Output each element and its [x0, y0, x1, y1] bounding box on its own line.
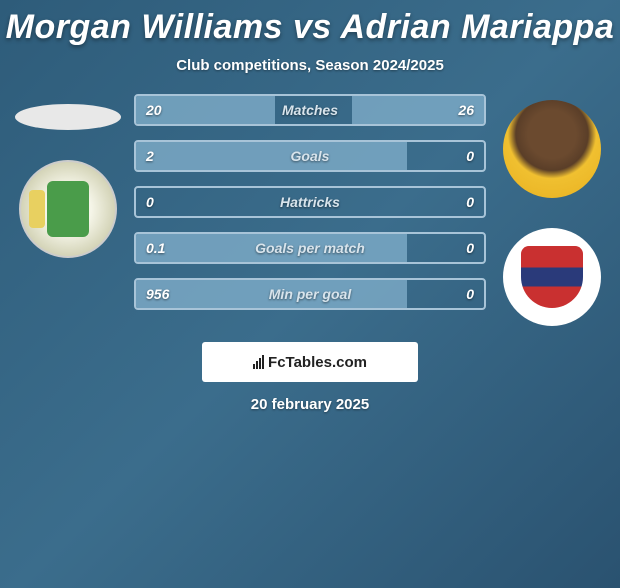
stat-row-min-per-goal: 956 Min per goal 0 — [134, 278, 486, 310]
player1-photo-placeholder — [15, 104, 121, 130]
stat-row-hattricks: 0 Hattricks 0 — [134, 186, 486, 218]
stat-value-right: 0 — [466, 286, 474, 302]
stat-value-right: 0 — [466, 148, 474, 164]
comparison-panel: 20 Matches 26 2 Goals 0 0 Hattricks 0 0.… — [0, 94, 620, 326]
page-title: Morgan Williams vs Adrian Mariappa — [0, 8, 620, 47]
left-player-column — [8, 94, 128, 258]
stat-value-right: 26 — [458, 102, 474, 118]
logo-text: FcTables.com — [268, 354, 367, 371]
stat-row-goals-per-match: 0.1 Goals per match 0 — [134, 232, 486, 264]
stat-label: Goals per match — [136, 240, 484, 256]
subtitle: Club competitions, Season 2024/2025 — [0, 57, 620, 74]
stat-value-right: 0 — [466, 194, 474, 210]
stat-label: Goals — [136, 148, 484, 164]
date-label: 20 february 2025 — [0, 396, 620, 413]
right-player-column — [492, 94, 612, 326]
stat-label: Matches — [136, 102, 484, 118]
stat-label: Min per goal — [136, 286, 484, 302]
player2-club-crest — [503, 228, 601, 326]
bar-chart-icon — [253, 355, 264, 369]
stats-column: 20 Matches 26 2 Goals 0 0 Hattricks 0 0.… — [128, 94, 492, 310]
player2-photo — [503, 100, 601, 198]
stat-value-right: 0 — [466, 240, 474, 256]
stat-row-matches: 20 Matches 26 — [134, 94, 486, 126]
fctables-logo[interactable]: FcTables.com — [202, 342, 418, 382]
stat-label: Hattricks — [136, 194, 484, 210]
player1-club-crest — [19, 160, 117, 258]
stat-row-goals: 2 Goals 0 — [134, 140, 486, 172]
